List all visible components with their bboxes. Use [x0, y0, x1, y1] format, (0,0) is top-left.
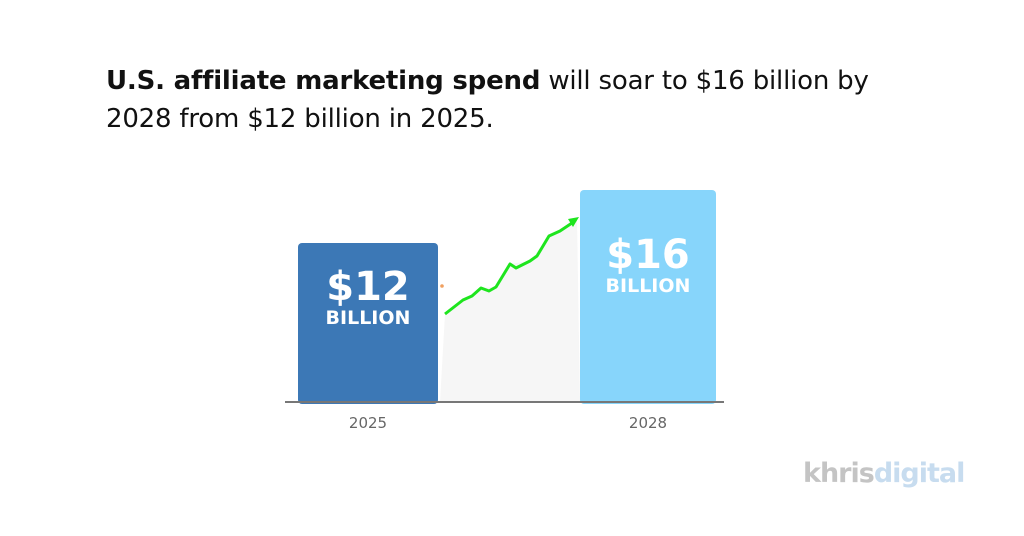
bar-value-label: $16 [606, 232, 690, 278]
orange-dot [440, 284, 444, 288]
trend-arrowhead-icon [568, 217, 579, 227]
bar-unit-label: BILLION [326, 307, 411, 329]
bar-unit-label: BILLION [606, 275, 691, 297]
trend-line [444, 221, 573, 316]
khrisdigital-logo: khrisdigital [803, 458, 965, 489]
x-tick-label: 2028 [629, 414, 667, 432]
x-tick-label: 2025 [349, 414, 387, 432]
bar-value-label: $12 [326, 264, 410, 310]
headline: U.S. affiliate marketing spend will soar… [106, 62, 926, 138]
trend-area [440, 219, 580, 402]
headline-rest: will soar to $16 billion by 2028 from $1… [106, 66, 869, 134]
bar-2025 [298, 243, 438, 404]
headline-bold: U.S. affiliate marketing spend [106, 66, 541, 96]
bar-2028 [580, 190, 716, 404]
